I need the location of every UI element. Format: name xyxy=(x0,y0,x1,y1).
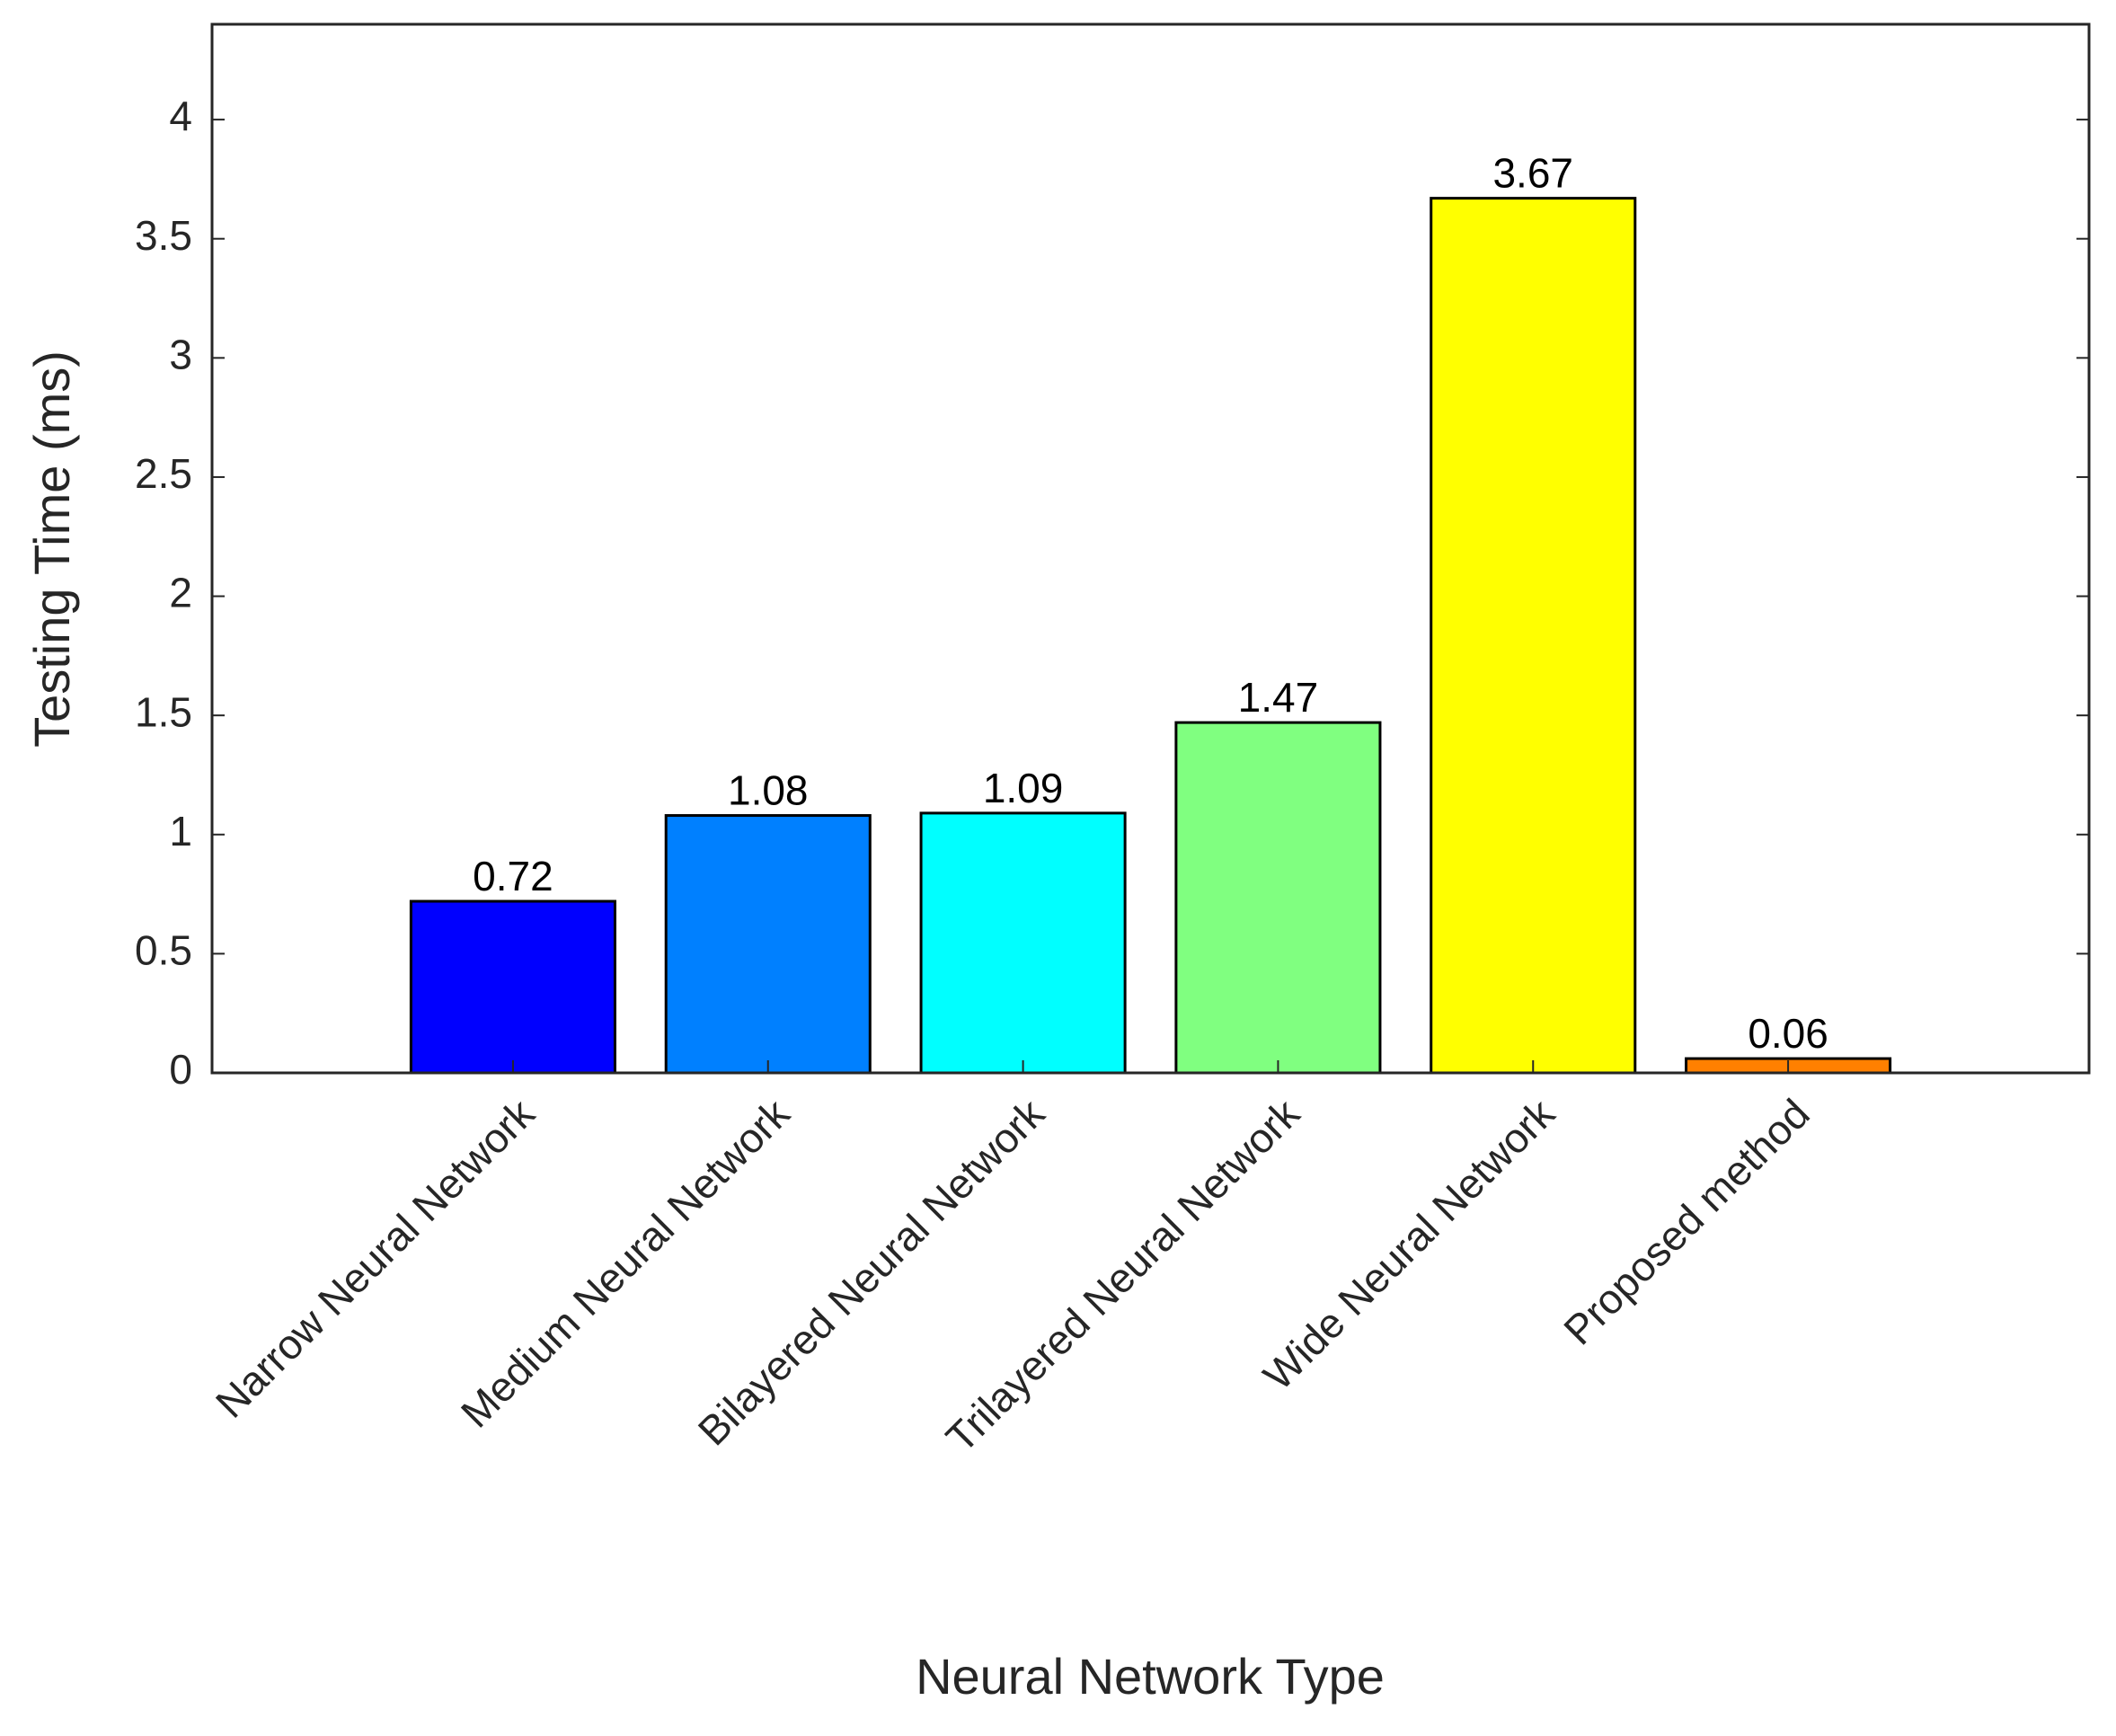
value-label: 1.09 xyxy=(983,765,1064,811)
bar xyxy=(1174,721,1382,1075)
bar xyxy=(409,899,616,1075)
y-tick-label: 2.5 xyxy=(135,450,192,497)
value-label: 1.08 xyxy=(728,767,809,814)
bar xyxy=(1430,197,1637,1075)
y-axis-label: Testing Time (ms) xyxy=(23,350,80,748)
y-tick-label: 3 xyxy=(169,331,192,377)
y-tick-label: 3.5 xyxy=(135,212,192,259)
value-label: 0.06 xyxy=(1748,1010,1828,1057)
y-tick-label: 0 xyxy=(169,1046,192,1093)
value-label: 1.47 xyxy=(1238,674,1319,721)
y-tick-label: 2 xyxy=(169,570,192,616)
axes-box xyxy=(210,22,2091,1075)
bar xyxy=(919,811,1127,1075)
bar xyxy=(664,814,872,1075)
y-tick-label: 0.5 xyxy=(135,927,192,974)
x-axis-label: Neural Network Type xyxy=(916,1648,1385,1705)
value-label: 3.67 xyxy=(1492,150,1573,197)
y-tick-label: 1 xyxy=(169,808,192,855)
y-tick-label: 1.5 xyxy=(135,688,192,735)
value-label: 0.72 xyxy=(473,853,553,899)
y-tick-label: 4 xyxy=(169,93,192,139)
